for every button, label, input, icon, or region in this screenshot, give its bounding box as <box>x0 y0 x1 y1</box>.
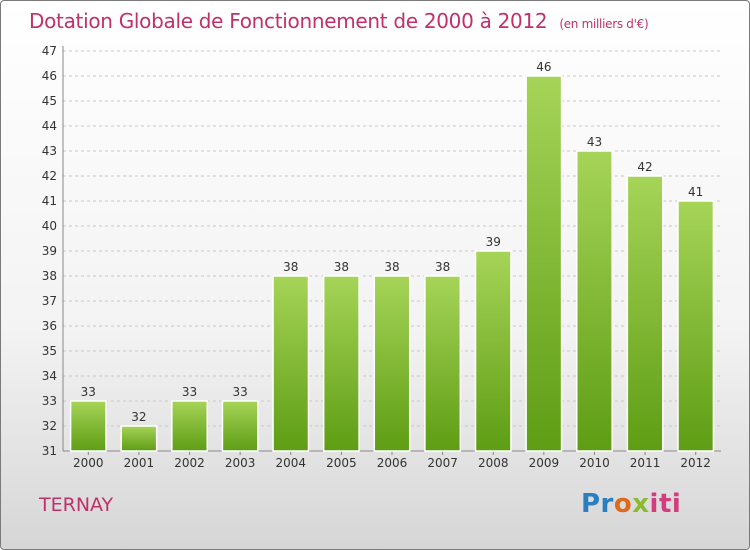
bar <box>525 75 563 452</box>
y-tick-label: 31 <box>42 444 57 458</box>
x-tick-label: 2010 <box>579 456 610 470</box>
x-tick-label: 2001 <box>124 456 155 470</box>
axes: 31 32 33 34 35 36 37 38 39 40 41 42 43 44 45 46 47 2000 20… <box>42 44 721 470</box>
bar <box>69 400 107 452</box>
region-name: TERNAY <box>39 494 114 516</box>
x-tick-label: 2005 <box>326 456 357 470</box>
y-tick-label: 42 <box>42 169 57 183</box>
y-tick-label: 35 <box>42 344 57 358</box>
bar-value-label: 38 <box>334 260 349 274</box>
bar <box>575 150 613 452</box>
logo-part-4: iti <box>649 489 682 519</box>
proxiti-logo: Proxiti <box>581 489 681 519</box>
chart-title: Dotation Globale de Fonctionnement de 20… <box>29 9 649 33</box>
y-tick-label: 33 <box>42 394 57 408</box>
bar-value-label: 41 <box>688 185 703 199</box>
logo-part-3: x <box>632 489 650 519</box>
bar-value-label: 32 <box>131 410 146 424</box>
bar <box>373 275 411 452</box>
bar-value-label: 38 <box>283 260 298 274</box>
x-tick-label: 2009 <box>529 456 560 470</box>
y-tick-label: 38 <box>42 269 57 283</box>
bar <box>272 275 310 452</box>
y-tick-label: 34 <box>42 369 57 383</box>
chart-title-text: Dotation Globale de Fonctionnement de 20… <box>29 9 548 33</box>
x-tick-label: 2004 <box>275 456 306 470</box>
y-tick-label: 37 <box>42 294 57 308</box>
bars <box>69 75 715 452</box>
x-tick-label: 2003 <box>225 456 256 470</box>
bar <box>474 250 512 452</box>
bar-value-label: 46 <box>536 60 551 74</box>
y-tick-label: 44 <box>42 119 57 133</box>
y-tick-label: 43 <box>42 144 57 158</box>
bar <box>677 200 715 452</box>
chart-subtitle: (en milliers d'€) <box>559 17 649 31</box>
bar <box>322 275 360 452</box>
logo-part-2: o <box>613 489 633 519</box>
bar-value-label: 33 <box>233 385 248 399</box>
y-tick-label: 46 <box>42 69 57 83</box>
y-tick-label: 32 <box>42 419 57 433</box>
y-tick-label: 39 <box>42 244 57 258</box>
x-tick-label: 2002 <box>174 456 205 470</box>
y-tick-label: 40 <box>42 219 57 233</box>
x-tick-label: 2011 <box>630 456 661 470</box>
bar <box>221 400 259 452</box>
data-labels: 33 32 33 33 38 38 38 38 39 46 43 42 41 <box>81 60 704 424</box>
y-tick-label: 47 <box>42 44 57 58</box>
bar-value-label: 33 <box>182 385 197 399</box>
x-tick-label: 2012 <box>680 456 711 470</box>
bar-value-label: 38 <box>384 260 399 274</box>
y-tick-label: 41 <box>42 194 57 208</box>
y-tick-label: 45 <box>42 94 57 108</box>
bar <box>424 275 462 452</box>
bar-value-label: 39 <box>486 235 501 249</box>
bar-value-label: 38 <box>435 260 450 274</box>
x-tick-label: 2006 <box>377 456 408 470</box>
bar <box>171 400 209 452</box>
logo-part-1: Pr <box>581 489 614 519</box>
bar <box>626 175 664 452</box>
x-tick-label: 2000 <box>73 456 104 470</box>
x-tick-label: 2008 <box>478 456 509 470</box>
bar-value-label: 43 <box>587 135 602 149</box>
bar <box>120 425 158 452</box>
y-tick-label: 36 <box>42 319 57 333</box>
bar-value-label: 42 <box>637 160 652 174</box>
bar-value-label: 33 <box>81 385 96 399</box>
x-tick-label: 2007 <box>427 456 458 470</box>
